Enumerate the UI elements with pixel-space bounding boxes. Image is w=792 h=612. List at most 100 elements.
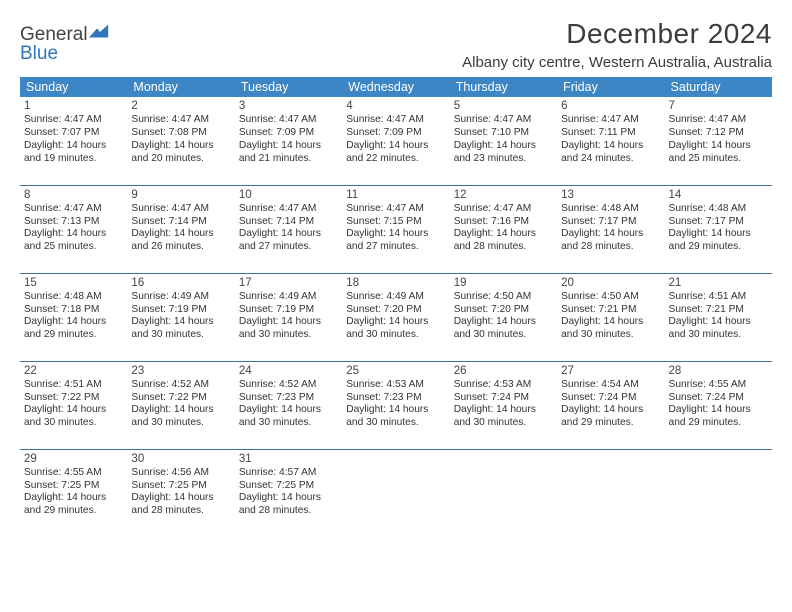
day-number: 21 [669, 276, 768, 290]
sunrise-line: Sunrise: 4:47 AM [346, 114, 445, 127]
calendar-cell: 18Sunrise: 4:49 AMSunset: 7:20 PMDayligh… [342, 273, 449, 361]
calendar-cell: 11Sunrise: 4:47 AMSunset: 7:15 PMDayligh… [342, 185, 449, 273]
sunrise-line: Sunrise: 4:54 AM [561, 379, 660, 392]
sunset-line: Sunset: 7:17 PM [561, 216, 660, 229]
daylight-line: Daylight: 14 hours and 30 minutes. [669, 316, 768, 342]
calendar-cell [450, 449, 557, 537]
day-number: 18 [346, 276, 445, 290]
sunset-line: Sunset: 7:24 PM [454, 392, 553, 405]
calendar-cell: 20Sunrise: 4:50 AMSunset: 7:21 PMDayligh… [557, 273, 664, 361]
daylight-line: Daylight: 14 hours and 28 minutes. [131, 492, 230, 518]
calendar-cell: 13Sunrise: 4:48 AMSunset: 7:17 PMDayligh… [557, 185, 664, 273]
daylight-line: Daylight: 14 hours and 28 minutes. [561, 228, 660, 254]
sunset-line: Sunset: 7:16 PM [454, 216, 553, 229]
sunset-line: Sunset: 7:12 PM [669, 127, 768, 140]
sunset-line: Sunset: 7:20 PM [454, 304, 553, 317]
sunset-line: Sunset: 7:18 PM [24, 304, 123, 317]
daylight-line: Daylight: 14 hours and 28 minutes. [239, 492, 338, 518]
sunset-line: Sunset: 7:10 PM [454, 127, 553, 140]
daylight-line: Daylight: 14 hours and 21 minutes. [239, 140, 338, 166]
daylight-line: Daylight: 14 hours and 20 minutes. [131, 140, 230, 166]
daylight-line: Daylight: 14 hours and 23 minutes. [454, 140, 553, 166]
calendar-cell: 16Sunrise: 4:49 AMSunset: 7:19 PMDayligh… [127, 273, 234, 361]
calendar-cell: 22Sunrise: 4:51 AMSunset: 7:22 PMDayligh… [20, 361, 127, 449]
day-header: Friday [557, 77, 664, 97]
daylight-line: Daylight: 14 hours and 28 minutes. [454, 228, 553, 254]
sunrise-line: Sunrise: 4:47 AM [454, 114, 553, 127]
day-number: 26 [454, 364, 553, 378]
calendar-cell: 29Sunrise: 4:55 AMSunset: 7:25 PMDayligh… [20, 449, 127, 537]
daylight-line: Daylight: 14 hours and 29 minutes. [24, 316, 123, 342]
logo-word-1: General [20, 24, 88, 45]
calendar-row: 8Sunrise: 4:47 AMSunset: 7:13 PMDaylight… [20, 185, 772, 273]
calendar-grid: SundayMondayTuesdayWednesdayThursdayFrid… [20, 77, 772, 537]
sunrise-line: Sunrise: 4:47 AM [346, 203, 445, 216]
sunrise-line: Sunrise: 4:52 AM [131, 379, 230, 392]
calendar-cell [557, 449, 664, 537]
calendar-cell: 1Sunrise: 4:47 AMSunset: 7:07 PMDaylight… [20, 97, 127, 185]
day-number: 30 [131, 452, 230, 466]
day-header: Thursday [450, 77, 557, 97]
day-number: 3 [239, 99, 338, 113]
calendar-cell: 21Sunrise: 4:51 AMSunset: 7:21 PMDayligh… [665, 273, 772, 361]
day-number: 5 [454, 99, 553, 113]
sunset-line: Sunset: 7:22 PM [131, 392, 230, 405]
calendar-row: 22Sunrise: 4:51 AMSunset: 7:22 PMDayligh… [20, 361, 772, 449]
day-number: 11 [346, 188, 445, 202]
day-number: 28 [669, 364, 768, 378]
calendar-cell: 19Sunrise: 4:50 AMSunset: 7:20 PMDayligh… [450, 273, 557, 361]
sunset-line: Sunset: 7:17 PM [669, 216, 768, 229]
calendar-cell: 4Sunrise: 4:47 AMSunset: 7:09 PMDaylight… [342, 97, 449, 185]
sunset-line: Sunset: 7:11 PM [561, 127, 660, 140]
sunrise-line: Sunrise: 4:50 AM [454, 291, 553, 304]
sunrise-line: Sunrise: 4:47 AM [24, 114, 123, 127]
sunset-line: Sunset: 7:25 PM [239, 480, 338, 493]
daylight-line: Daylight: 14 hours and 29 minutes. [561, 404, 660, 430]
sunset-line: Sunset: 7:19 PM [239, 304, 338, 317]
sunrise-line: Sunrise: 4:48 AM [561, 203, 660, 216]
daylight-line: Daylight: 14 hours and 30 minutes. [24, 404, 123, 430]
sunset-line: Sunset: 7:14 PM [131, 216, 230, 229]
sunset-line: Sunset: 7:23 PM [239, 392, 338, 405]
daylight-line: Daylight: 14 hours and 30 minutes. [239, 316, 338, 342]
day-header: Sunday [20, 77, 127, 97]
daylight-line: Daylight: 14 hours and 29 minutes. [669, 404, 768, 430]
calendar-cell: 25Sunrise: 4:53 AMSunset: 7:23 PMDayligh… [342, 361, 449, 449]
calendar-row: 15Sunrise: 4:48 AMSunset: 7:18 PMDayligh… [20, 273, 772, 361]
sunrise-line: Sunrise: 4:48 AM [24, 291, 123, 304]
calendar-cell: 23Sunrise: 4:52 AMSunset: 7:22 PMDayligh… [127, 361, 234, 449]
daylight-line: Daylight: 14 hours and 25 minutes. [24, 228, 123, 254]
day-number: 31 [239, 452, 338, 466]
calendar-cell: 7Sunrise: 4:47 AMSunset: 7:12 PMDaylight… [665, 97, 772, 185]
sunrise-line: Sunrise: 4:49 AM [346, 291, 445, 304]
sunrise-line: Sunrise: 4:50 AM [561, 291, 660, 304]
day-number: 24 [239, 364, 338, 378]
day-number: 8 [24, 188, 123, 202]
calendar-cell [342, 449, 449, 537]
day-number: 29 [24, 452, 123, 466]
day-number: 7 [669, 99, 768, 113]
daylight-line: Daylight: 14 hours and 30 minutes. [239, 404, 338, 430]
day-number: 9 [131, 188, 230, 202]
sunset-line: Sunset: 7:13 PM [24, 216, 123, 229]
sunrise-line: Sunrise: 4:51 AM [24, 379, 123, 392]
sunset-line: Sunset: 7:09 PM [239, 127, 338, 140]
daylight-line: Daylight: 14 hours and 19 minutes. [24, 140, 123, 166]
sunrise-line: Sunrise: 4:56 AM [131, 467, 230, 480]
daylight-line: Daylight: 14 hours and 27 minutes. [239, 228, 338, 254]
sunset-line: Sunset: 7:14 PM [239, 216, 338, 229]
title-block: December 2024 Albany city centre, Wester… [462, 18, 772, 71]
sunrise-line: Sunrise: 4:52 AM [239, 379, 338, 392]
calendar-cell: 27Sunrise: 4:54 AMSunset: 7:24 PMDayligh… [557, 361, 664, 449]
calendar-cell: 12Sunrise: 4:47 AMSunset: 7:16 PMDayligh… [450, 185, 557, 273]
sunrise-line: Sunrise: 4:47 AM [561, 114, 660, 127]
calendar-cell: 10Sunrise: 4:47 AMSunset: 7:14 PMDayligh… [235, 185, 342, 273]
calendar-body: 1Sunrise: 4:47 AMSunset: 7:07 PMDaylight… [20, 97, 772, 537]
sunset-line: Sunset: 7:19 PM [131, 304, 230, 317]
day-number: 13 [561, 188, 660, 202]
calendar-cell [665, 449, 772, 537]
sunset-line: Sunset: 7:15 PM [346, 216, 445, 229]
day-number: 2 [131, 99, 230, 113]
calendar-cell: 6Sunrise: 4:47 AMSunset: 7:11 PMDaylight… [557, 97, 664, 185]
day-header: Wednesday [342, 77, 449, 97]
